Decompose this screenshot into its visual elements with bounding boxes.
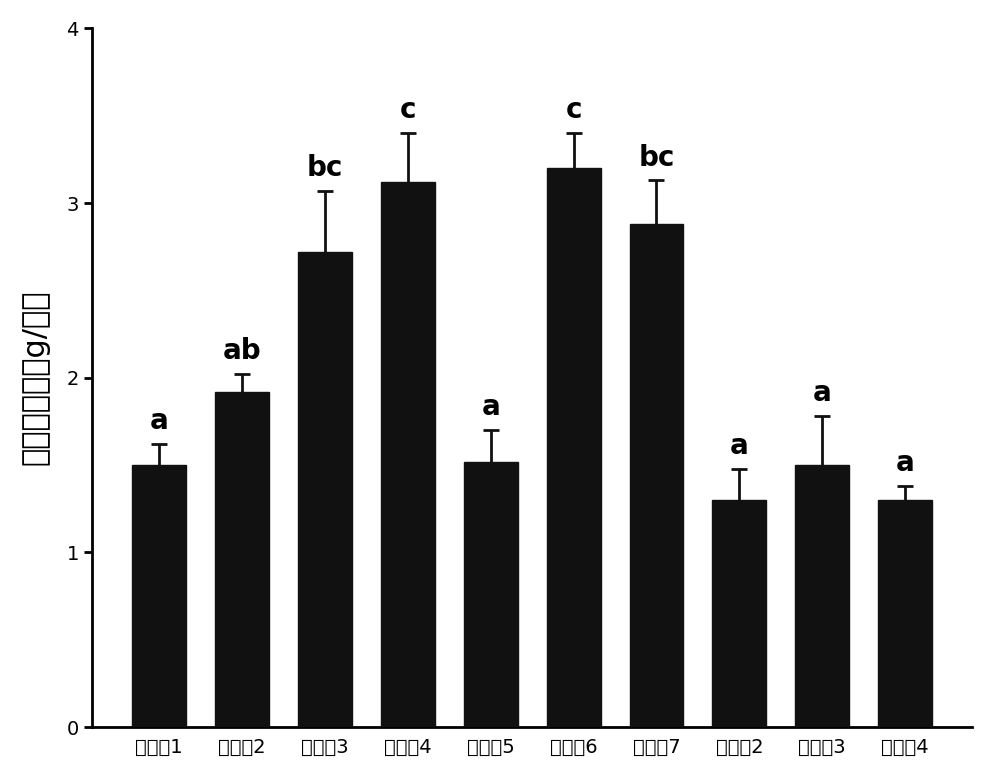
Text: a: a [813,380,832,408]
Text: c: c [399,96,416,124]
Y-axis label: 生物量干重（g/株）: 生物量干重（g/株） [21,290,50,465]
Bar [464,461,517,727]
Bar [215,391,269,727]
Text: a: a [150,408,169,436]
Bar [380,182,435,727]
Bar [795,465,849,727]
Text: a: a [896,449,915,477]
Bar [546,168,601,727]
Text: ab: ab [222,338,261,366]
Text: c: c [565,96,582,124]
Text: bc: bc [638,144,674,172]
Bar [630,224,683,727]
Bar [712,500,767,727]
Text: bc: bc [307,154,343,182]
Text: a: a [730,432,749,460]
Text: a: a [482,394,500,422]
Bar [878,500,932,727]
Bar [298,252,352,727]
Bar [132,465,186,727]
